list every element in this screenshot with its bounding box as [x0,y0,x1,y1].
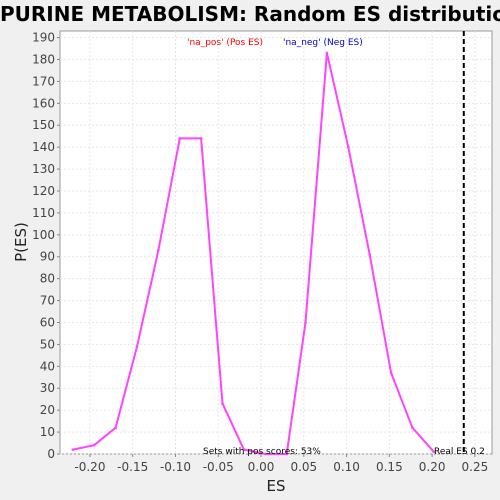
y-tick-label: 40 [40,359,55,373]
plot-background [59,30,493,455]
y-tick-label: 50 [40,337,55,351]
data-point [114,426,117,429]
x-tick-label: 0.25 [462,460,489,474]
x-tick-label: 0.00 [248,460,275,474]
y-tick-label: 110 [32,206,55,220]
data-point [346,145,350,149]
x-tick-label: -0.20 [74,460,105,474]
y-tick-label: 30 [40,381,55,395]
y-tick-label: 90 [40,250,55,264]
data-point [432,450,436,454]
sets-with-pos-scores-note: Sets with pos scores: 53% [203,447,321,457]
data-point [157,248,160,252]
data-point [285,452,288,456]
y-tick-label: 130 [32,162,55,176]
data-point [304,321,307,324]
axis-ticks: 0 10 20 30 40 50 60 70 80 90 100 110 120 130 140 150 160… [32,31,488,474]
y-tick-label: 190 [32,31,55,45]
data-point [221,402,224,405]
y-tick-label: 70 [40,294,55,308]
x-axis-label: ES [267,477,286,495]
data-point [325,51,329,55]
grid-lines [60,31,492,455]
data-point [178,137,182,140]
chart-title: PURINE METABOLISM: Random ES distributio… [0,2,500,26]
y-axis-label: P(ES) [12,222,30,262]
x-tick-label: -0.10 [160,460,191,474]
data-point [242,448,246,451]
data-point [71,448,75,451]
data-point [92,443,96,447]
data-point [411,426,414,429]
data-point [368,253,371,256]
x-tick-label: -0.05 [203,460,234,474]
legend-pos-label: 'na_pos' (Pos ES) [187,38,263,48]
y-tick-label: 80 [40,272,55,286]
y-tick-label: 150 [32,118,55,132]
real-es-label: Real ES 0.2 [434,447,485,457]
y-tick-label: 20 [40,403,55,417]
x-tick-label: 0.05 [290,460,317,474]
y-tick-label: 10 [40,425,55,439]
x-tick-label: -0.15 [117,460,148,474]
data-point [264,452,267,456]
y-tick-label: 160 [32,96,55,110]
y-tick-label: 140 [32,140,55,154]
y-tick-label: 0 [47,447,55,461]
data-point [199,137,203,140]
data-point [135,345,139,348]
y-tick-label: 180 [32,52,55,66]
x-tick-label: 0.10 [333,460,360,474]
y-tick-label: 100 [32,228,55,242]
series-layer [71,51,436,456]
legend-neg-label: 'na_neg' (Neg ES) [283,38,363,48]
y-tick-label: 170 [32,74,55,88]
x-tick-label: 0.15 [376,460,403,474]
x-tick-label: 0.20 [419,460,446,474]
y-tick-label: 60 [40,315,55,329]
y-tick-label: 120 [32,184,55,198]
data-point [389,371,393,375]
series-line [72,51,435,455]
